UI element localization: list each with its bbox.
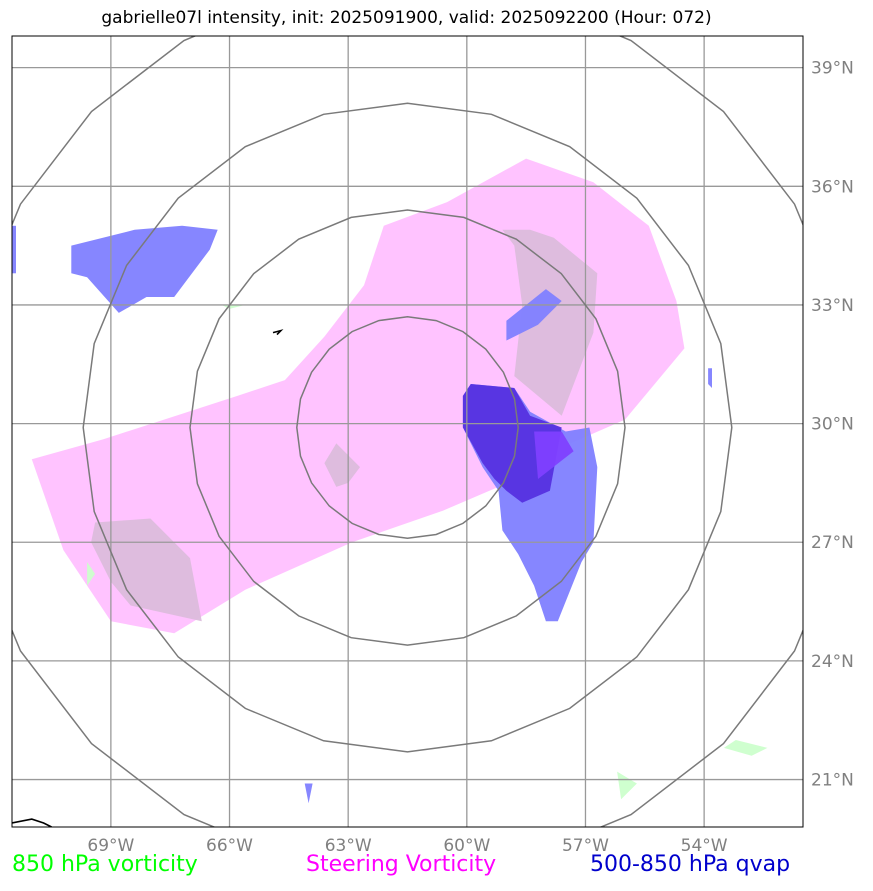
lon-tick-label-4: 57°W (562, 836, 609, 856)
overlap-region-0 (502, 229, 598, 416)
vorticity-850-region-2 (617, 771, 637, 800)
lon-tick-label-2: 63°W (325, 836, 372, 856)
overlap-region-1 (324, 443, 360, 487)
range-ring-0 (296, 316, 519, 540)
lat-tick-label-6: 39°N (811, 59, 854, 79)
lon-tick-label-5: 54°W (681, 836, 728, 856)
lat-tick-label-3: 30°N (811, 415, 854, 435)
gridline-layer (12, 36, 803, 827)
lon-tick-label-1: 66°W (206, 836, 253, 856)
field-layer (12, 158, 768, 804)
qvap-steering-overlap-region-0 (462, 384, 562, 503)
legend-steering-vorticity: Steering Vorticity (306, 852, 497, 877)
qvap-region-1 (506, 289, 562, 341)
lon-tick-label-3: 60°W (443, 836, 490, 856)
legend-850-vorticity: 850 hPa vorticity (12, 852, 198, 877)
lat-tick-label-4: 33°N (811, 296, 854, 316)
steering-qvap-dark-region-0 (534, 431, 574, 479)
qvap-region-5 (304, 783, 313, 804)
chart-title: gabrielle07l intensity, init: 2025091900… (101, 8, 712, 28)
overlap-region-2 (91, 518, 202, 622)
coastline-1 (272, 329, 284, 336)
vorticity-850-region-1 (723, 740, 768, 756)
lat-tick-label-2: 27°N (811, 533, 854, 553)
lat-tick-label-0: 21°N (811, 771, 854, 791)
qvap-region-0 (71, 225, 218, 313)
vorticity-850-region-3 (87, 562, 96, 586)
range-ring-1 (189, 209, 626, 646)
range-ring-2 (82, 102, 733, 753)
coastline-layer (12, 329, 284, 827)
qvap-region-3 (12, 225, 16, 274)
tick-label-layer: 69°W 66°W 63°W 60°W 57°W 54°W 21°N 24°N 27°N 30°N… (87, 59, 853, 856)
lon-tick-label-0: 69°W (87, 836, 134, 856)
coastline-0 (12, 818, 52, 827)
range-ring-layer (12, 36, 803, 827)
lat-tick-label-5: 36°N (811, 177, 854, 197)
map-frame (11, 35, 804, 828)
qvap-region-4 (708, 368, 712, 388)
legend-qvap: 500-850 hPa qvap (590, 852, 791, 877)
lat-tick-label-1: 24°N (811, 652, 854, 672)
range-ring-3 (12, 36, 803, 827)
